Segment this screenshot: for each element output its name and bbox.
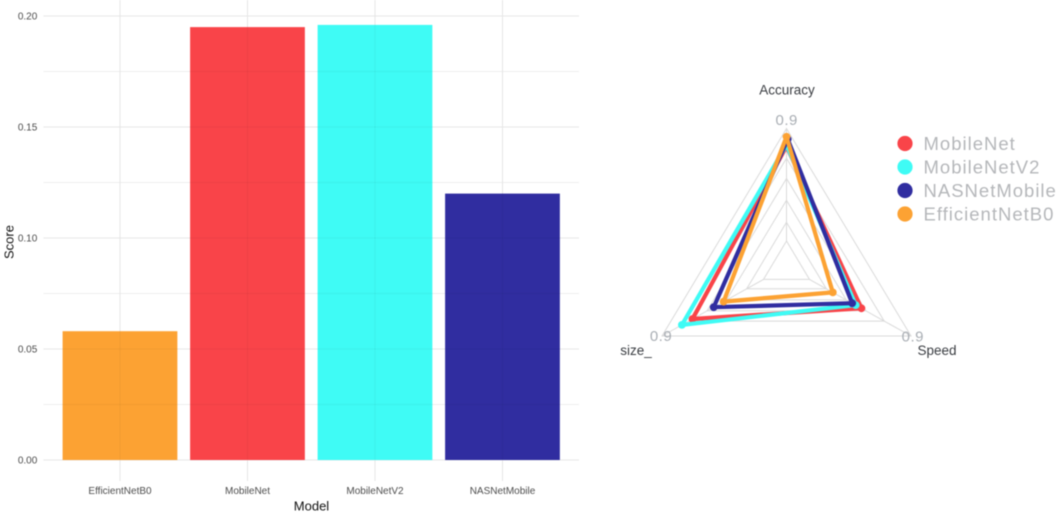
svg-text:EfficientNetB0: EfficientNetB0 <box>924 204 1055 225</box>
svg-text:MobileNetV2: MobileNetV2 <box>346 486 404 497</box>
svg-text:MobileNet: MobileNet <box>924 133 1016 154</box>
svg-text:0.05: 0.05 <box>18 345 38 356</box>
svg-text:0.9: 0.9 <box>776 112 798 129</box>
svg-text:0.00: 0.00 <box>18 456 38 467</box>
svg-text:0.20: 0.20 <box>18 12 38 23</box>
svg-text:NASNetMobile: NASNetMobile <box>470 486 536 497</box>
svg-text:0.15: 0.15 <box>18 123 38 134</box>
svg-text:Model: Model <box>294 499 330 514</box>
svg-text:0.9: 0.9 <box>650 328 672 345</box>
svg-text:Accuracy: Accuracy <box>759 83 815 98</box>
svg-text:Score: Score <box>2 225 17 259</box>
svg-text:0.10: 0.10 <box>18 234 38 245</box>
svg-text:size_: size_ <box>620 343 652 358</box>
svg-text:MobileNet: MobileNet <box>225 486 270 497</box>
svg-text:NASNetMobile: NASNetMobile <box>924 180 1057 201</box>
svg-text:0.9: 0.9 <box>902 328 924 345</box>
svg-text:MobileNetV2: MobileNetV2 <box>924 157 1041 178</box>
svg-text:Speed: Speed <box>917 343 956 358</box>
svg-text:EfficientNetB0: EfficientNetB0 <box>88 486 152 497</box>
